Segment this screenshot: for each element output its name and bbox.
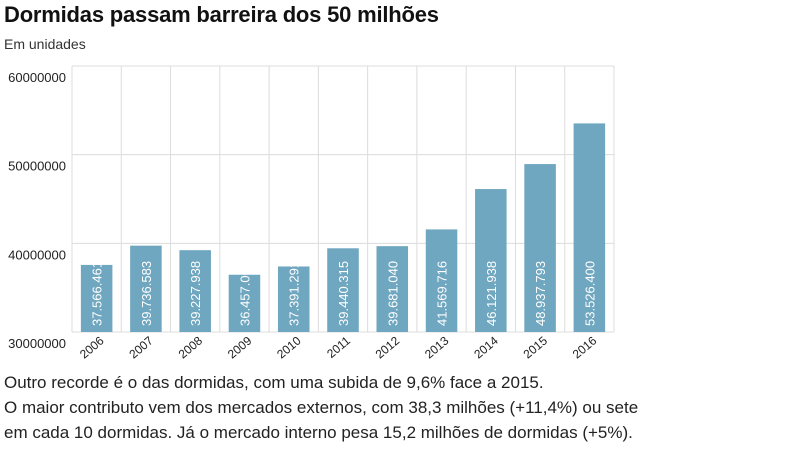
x-tick-label: 2016 bbox=[570, 333, 600, 361]
bar bbox=[228, 274, 261, 332]
x-tick-label: 2008 bbox=[176, 333, 206, 361]
x-tick-label: 2007 bbox=[126, 333, 156, 361]
chart-title: Dormidas passam barreira dos 50 milhões bbox=[4, 2, 439, 27]
bar bbox=[179, 250, 211, 332]
bar bbox=[327, 248, 359, 332]
y-tick-label: 50000000 bbox=[8, 159, 66, 174]
x-tick-label: 2014 bbox=[471, 333, 501, 361]
bar bbox=[475, 189, 507, 332]
x-tick-label: 2009 bbox=[225, 333, 255, 361]
x-tick-label: 2012 bbox=[373, 333, 403, 361]
footer-line-3: em cada 10 dormidas. Já o mercado intern… bbox=[4, 423, 633, 442]
footer-line-2: O maior contributo vem dos mercados exte… bbox=[4, 398, 639, 417]
bar bbox=[376, 246, 409, 332]
bar-value-label: 46.121.938 bbox=[484, 261, 499, 326]
bar-value-label: 48.937.793 bbox=[533, 261, 548, 326]
footer-line-1: Outro recorde é o das dormidas, com uma … bbox=[4, 373, 544, 392]
footer-text: Outro recorde é o das dormidas, com uma … bbox=[4, 370, 792, 445]
bar-value-label: 39.736.583 bbox=[139, 261, 154, 326]
y-tick-label: 30000000 bbox=[8, 336, 66, 351]
y-tick-label: 40000000 bbox=[8, 247, 66, 262]
x-tick-label: 2011 bbox=[324, 333, 353, 361]
bar-value-label: 41.569.716 bbox=[435, 261, 450, 326]
chart-subtitle: Em unidades bbox=[4, 36, 86, 52]
bar-value-label: 37.391.291 bbox=[287, 261, 302, 326]
bar-chart: 30000000 40000000 50000000 60000000 37.566.4… bbox=[8, 65, 615, 361]
bar-value-label: 36.457.069 bbox=[237, 261, 252, 326]
bar bbox=[425, 229, 458, 332]
x-tick-label: 2006 bbox=[77, 333, 107, 361]
bar bbox=[130, 245, 162, 332]
bar-value-label: 39.227.938 bbox=[188, 261, 203, 326]
bar-value-label: 53.526.400 bbox=[582, 261, 597, 326]
bar-value-label: 39.681.040 bbox=[385, 261, 400, 326]
bar-value-label: 37.566.461 bbox=[90, 261, 105, 326]
bar bbox=[80, 264, 113, 332]
bar bbox=[573, 123, 606, 332]
bar-value-label: 39.440.315 bbox=[336, 261, 351, 326]
x-tick-label: 2015 bbox=[521, 333, 551, 361]
x-tick-label: 2013 bbox=[422, 333, 452, 361]
bar bbox=[524, 164, 556, 332]
bar bbox=[277, 266, 310, 332]
y-tick-label: 60000000 bbox=[8, 70, 66, 85]
x-tick-label: 2010 bbox=[274, 333, 304, 361]
